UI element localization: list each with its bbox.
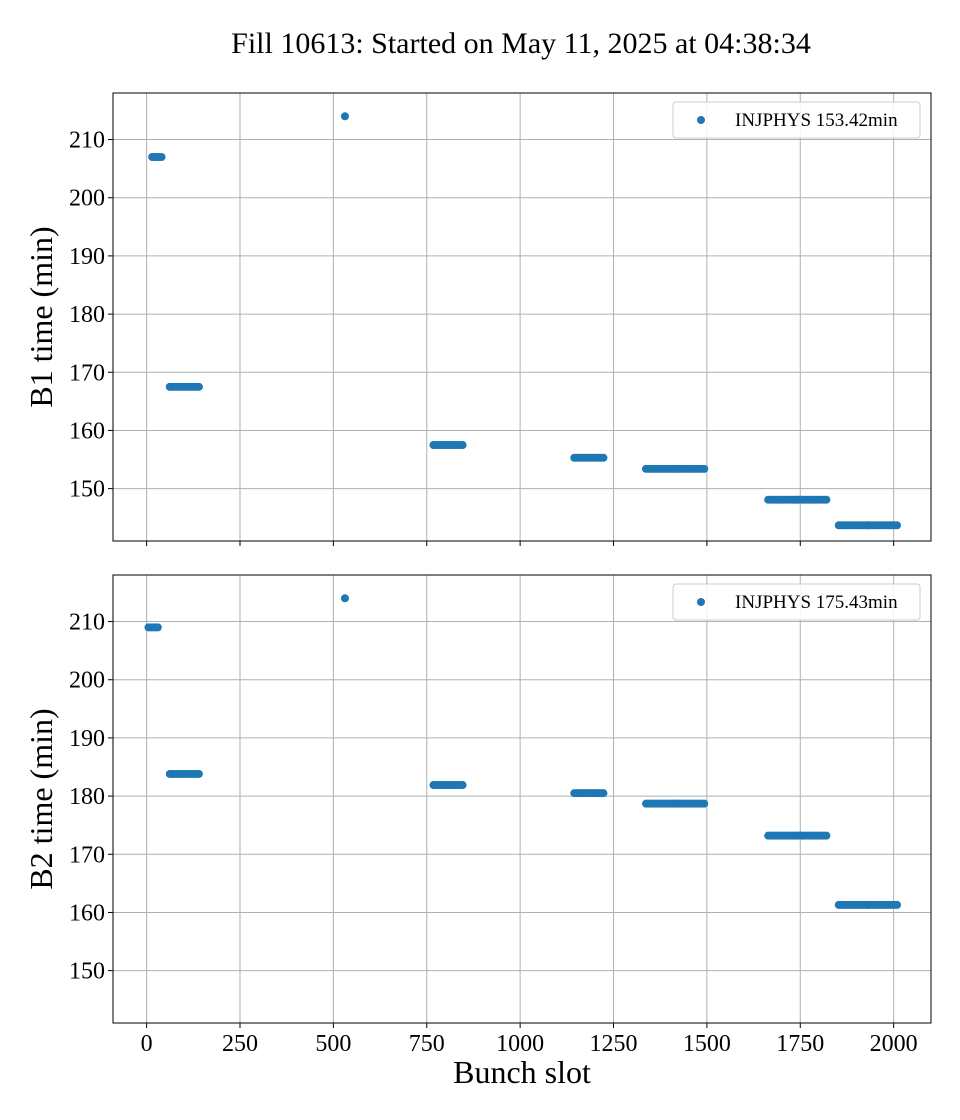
data-point <box>893 900 902 909</box>
y-tick-label: 180 <box>69 784 105 810</box>
axes-frame <box>112 574 932 1024</box>
data-point <box>599 453 608 462</box>
data-point <box>153 623 162 632</box>
y-tick-label: 160 <box>69 900 105 926</box>
y-tick-label: 210 <box>69 610 105 636</box>
x-tick-label: 750 <box>409 1031 445 1057</box>
data-point <box>700 799 709 808</box>
data-point <box>822 495 831 504</box>
x-tick-label: 1250 <box>590 1031 638 1057</box>
y-tick-label: 210 <box>69 128 105 154</box>
y-tick-label: 150 <box>69 477 105 503</box>
x-tick-label: 1000 <box>496 1031 544 1057</box>
x-tick-label: 0 <box>141 1031 153 1057</box>
data-point <box>157 153 166 161</box>
y-tick-label: 180 <box>69 302 105 328</box>
b1-panel: 150 160 170 180 190 200 210 B1 time (min) INJPHY… <box>23 92 932 546</box>
x-tick-label: 500 <box>315 1031 351 1057</box>
x-tick-label: 1750 <box>776 1031 824 1057</box>
y-tick-label: 170 <box>69 842 105 868</box>
data-point <box>700 464 709 473</box>
data-point <box>458 781 467 790</box>
y-tick-label: 200 <box>69 186 105 212</box>
x-tick-label: 1500 <box>683 1031 731 1057</box>
data-point <box>599 789 608 798</box>
data-point <box>822 831 831 840</box>
x-tick-label: 2000 <box>870 1031 918 1057</box>
data-point <box>340 594 349 603</box>
data-point <box>194 382 203 391</box>
y-tick-label: 150 <box>69 959 105 985</box>
legend-label: INJPHYS 175.43min <box>735 592 898 613</box>
y-tick-label: 170 <box>69 360 105 386</box>
legend-label: INJPHYS 153.42min <box>735 110 898 131</box>
b2-panel: 0 250 500 750 1000 1250 1500 1750 2000 150 160 170 1… <box>23 574 932 1057</box>
y-axis-label: B1 time (min) <box>23 226 59 407</box>
data-point <box>458 441 467 449</box>
y-tick-label: 200 <box>69 668 105 694</box>
data-point <box>194 769 203 778</box>
y-axis-label: B2 time (min) <box>23 708 59 889</box>
data-point <box>340 112 349 121</box>
y-tick-label: 190 <box>69 726 105 752</box>
chart-title: Fill 10613: Started on May 11, 2025 at 0… <box>231 27 811 60</box>
legend-marker <box>697 598 705 606</box>
legend-marker <box>697 116 705 124</box>
x-axis-label: Bunch slot <box>453 1054 591 1090</box>
data-point <box>893 521 902 530</box>
legend-box <box>672 583 921 621</box>
y-tick-label: 190 <box>69 244 105 270</box>
x-tick-label: 250 <box>222 1031 258 1057</box>
legend-box <box>672 101 921 139</box>
y-tick-label: 160 <box>69 418 105 444</box>
axes-frame <box>112 92 932 542</box>
